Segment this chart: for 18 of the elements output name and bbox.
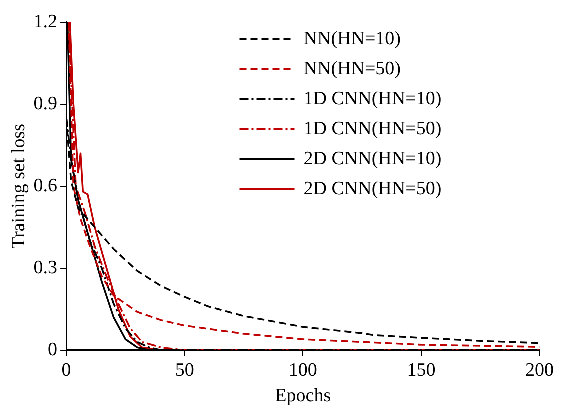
y-tick-label: 1.2 bbox=[34, 11, 58, 32]
legend-label: NN(HN=10) bbox=[304, 28, 402, 50]
legend-label: 2D CNN(HN=10) bbox=[304, 148, 442, 170]
y-axis-title: Training set loss bbox=[8, 124, 30, 249]
y-tick-label: 0.3 bbox=[34, 257, 58, 278]
x-axis-title: Epochs bbox=[275, 386, 332, 407]
legend-label: 2D CNN(HN=50) bbox=[304, 178, 442, 200]
x-tick-label: 200 bbox=[526, 360, 554, 381]
y-tick-label: 0.9 bbox=[34, 93, 58, 114]
y-tick-label: 0 bbox=[48, 339, 58, 360]
legend-label: 1D CNN(HN=10) bbox=[304, 88, 442, 110]
legend-label: 1D CNN(HN=50) bbox=[304, 118, 442, 140]
x-tick-label: 0 bbox=[62, 360, 72, 381]
x-tick-label: 50 bbox=[175, 360, 194, 381]
x-tick-label: 150 bbox=[407, 360, 436, 381]
legend-label: NN(HN=50) bbox=[304, 58, 402, 80]
x-tick-label: 100 bbox=[288, 360, 318, 381]
y-tick-label: 0.6 bbox=[34, 175, 58, 196]
